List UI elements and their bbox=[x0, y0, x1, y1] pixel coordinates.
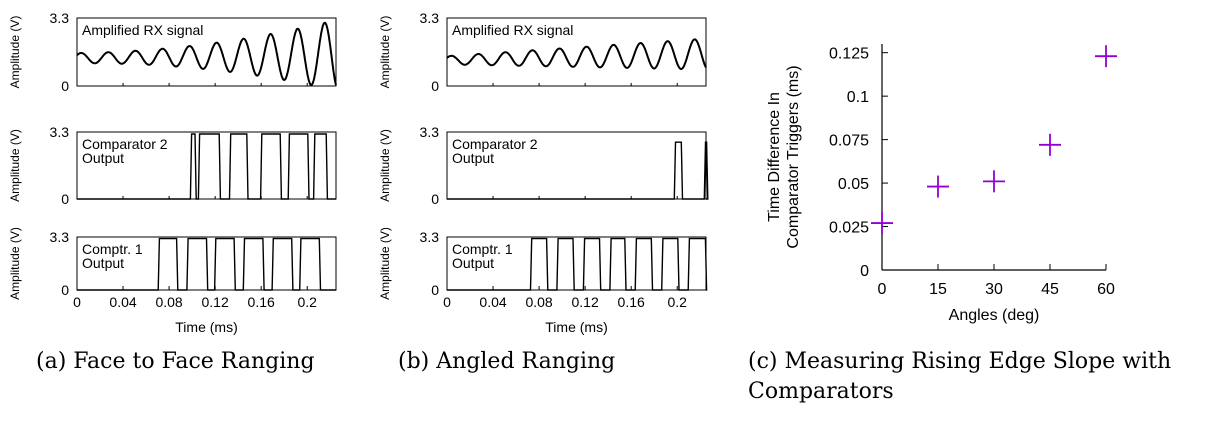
x-axis-label: Angles (deg) bbox=[949, 307, 1040, 324]
y-axis-label: Amplitude (V) bbox=[378, 16, 392, 89]
x-tick-label: 45 bbox=[1041, 281, 1059, 298]
y-tick-label: 0 bbox=[431, 282, 439, 298]
x-tick-label: 0.04 bbox=[109, 294, 136, 310]
y-axis-label: Amplitude (V) bbox=[8, 227, 22, 300]
signal-trace bbox=[77, 133, 336, 200]
panel-a-3 bbox=[76, 236, 337, 291]
y-axis-label: Amplitude (V) bbox=[8, 16, 22, 89]
panel-frame bbox=[76, 236, 337, 291]
panel-frame bbox=[446, 17, 707, 87]
y-tick-label: 0 bbox=[61, 78, 69, 94]
panel-label: Comparator 2 bbox=[452, 136, 538, 152]
y-axis-label: Amplitude (V) bbox=[8, 129, 22, 202]
y-tick-label: 3.3 bbox=[420, 124, 440, 140]
y-tick-label: 0.1 bbox=[847, 89, 869, 106]
y-tick-label: 3.3 bbox=[50, 10, 70, 26]
panel-frame bbox=[76, 131, 337, 200]
x-tick-label: 0.16 bbox=[618, 294, 645, 310]
panel-label: Amplified RX signal bbox=[452, 22, 573, 38]
caption-c-line2: Comparators bbox=[748, 379, 894, 404]
x-tick-label: 0.04 bbox=[479, 294, 506, 310]
y-tick-label: 3.3 bbox=[50, 229, 70, 245]
panel-label: Comptr. 1 bbox=[82, 241, 143, 257]
y-tick-label: 0 bbox=[860, 263, 869, 280]
panel-b-2 bbox=[446, 131, 709, 200]
panel-label-line2: Output bbox=[82, 255, 124, 271]
signal-trace bbox=[447, 237, 708, 291]
y-tick-label: 0.125 bbox=[829, 46, 869, 63]
y-axis-label: Amplitude (V) bbox=[378, 227, 392, 300]
y-tick-label: 0.025 bbox=[829, 220, 869, 237]
y-tick-label: 3.3 bbox=[420, 229, 440, 245]
y-tick-label: 0 bbox=[431, 78, 439, 94]
signal-trace bbox=[447, 141, 709, 200]
panel-label-line2: Output bbox=[452, 255, 494, 271]
x-tick-label: 0 bbox=[443, 294, 451, 310]
y-axis-label-line2: Comparator Triggers (ms) bbox=[785, 65, 802, 248]
x-tick-label: 15 bbox=[929, 281, 947, 298]
y-tick-label: 0 bbox=[61, 191, 69, 207]
y-axis-label-line1: Time Difference In bbox=[766, 92, 783, 222]
caption-b: (b) Angled Ranging bbox=[398, 349, 616, 374]
caption-c-line1: (c) Measuring Rising Edge Slope with bbox=[748, 349, 1172, 374]
panel-a-1 bbox=[76, 17, 337, 87]
y-tick-label: 0 bbox=[61, 282, 69, 298]
x-tick-label: 0.12 bbox=[202, 294, 229, 310]
panel-b-3 bbox=[446, 236, 708, 291]
signal-trace bbox=[77, 237, 336, 291]
signal-trace bbox=[446, 38, 707, 70]
caption-a: (a) Face to Face Ranging bbox=[36, 349, 315, 374]
y-tick-label: 3.3 bbox=[420, 10, 440, 26]
x-tick-label: 0.16 bbox=[248, 294, 275, 310]
x-tick-label: 0.08 bbox=[525, 294, 552, 310]
y-tick-label: 0 bbox=[431, 191, 439, 207]
x-tick-label: 60 bbox=[1097, 281, 1115, 298]
y-tick-label: 0.05 bbox=[838, 176, 869, 193]
x-axis-label: Time (ms) bbox=[175, 319, 237, 335]
panel-frame bbox=[76, 17, 337, 87]
y-axis-label: Amplitude (V) bbox=[378, 129, 392, 202]
y-tick-label: 3.3 bbox=[50, 124, 70, 140]
signal-trace bbox=[76, 21, 337, 86]
data-point bbox=[927, 175, 949, 198]
x-tick-label: 0.2 bbox=[667, 294, 687, 310]
panel-label: Amplified RX signal bbox=[82, 22, 203, 38]
x-axis-label: Time (ms) bbox=[545, 319, 607, 335]
panel-a-2 bbox=[76, 131, 337, 200]
data-point bbox=[871, 212, 893, 235]
y-tick-label: 0.075 bbox=[829, 133, 869, 150]
data-point bbox=[983, 170, 1005, 193]
data-point bbox=[1095, 45, 1117, 68]
panel-label: Comparator 2 bbox=[82, 136, 168, 152]
panel-label: Comptr. 1 bbox=[452, 241, 513, 257]
x-tick-label: 0.08 bbox=[155, 294, 182, 310]
x-tick-label: 0.2 bbox=[297, 294, 317, 310]
x-tick-label: 0 bbox=[878, 281, 887, 298]
figure-canvas: 0 3.3 Amplitude (V) Amplified RX signal 0 3.3… bbox=[8, 10, 1117, 335]
scatter-chart bbox=[871, 44, 1117, 271]
panel-label-line2: Output bbox=[452, 150, 494, 166]
data-point bbox=[1039, 133, 1061, 156]
x-tick-label: 0.12 bbox=[572, 294, 599, 310]
x-tick-label: 0 bbox=[73, 294, 81, 310]
panel-label-line2: Output bbox=[82, 150, 124, 166]
panel-b-1 bbox=[446, 17, 707, 87]
x-tick-label: 30 bbox=[985, 281, 1003, 298]
